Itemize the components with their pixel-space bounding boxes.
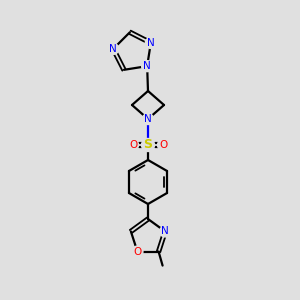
Text: N: N [161,226,169,236]
Text: O: O [133,247,142,256]
Circle shape [132,246,143,257]
Text: N: N [144,114,152,124]
Circle shape [160,226,171,237]
Text: N: N [147,38,155,48]
Text: N: N [143,61,151,71]
Circle shape [108,44,119,54]
Circle shape [142,113,154,124]
Circle shape [128,140,139,151]
Circle shape [158,140,169,151]
Text: N: N [110,44,117,54]
Circle shape [145,38,156,48]
Text: S: S [143,139,152,152]
Text: O: O [129,140,137,150]
Text: O: O [159,140,167,150]
Circle shape [142,139,154,152]
Circle shape [142,61,153,72]
